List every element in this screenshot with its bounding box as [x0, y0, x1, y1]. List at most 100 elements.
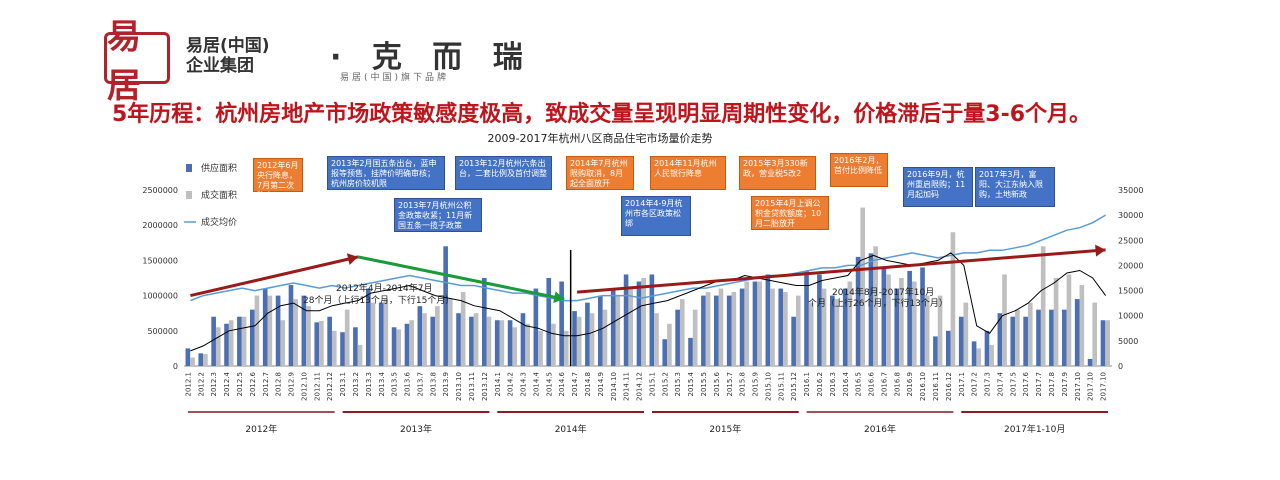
- bar-supply: [726, 295, 732, 366]
- bar-deal: [319, 320, 324, 366]
- x-tick-label: 2013.5: [391, 372, 399, 397]
- x-tick-label: 2014.12: [636, 372, 644, 401]
- bar-supply: [430, 316, 436, 366]
- bar-supply: [855, 256, 861, 366]
- bar-deal: [1079, 285, 1085, 366]
- x-tick-label: 2014.5: [545, 372, 553, 397]
- bar-deal: [1066, 274, 1072, 366]
- bar-supply: [1023, 316, 1028, 366]
- bar-supply: [688, 337, 693, 366]
- bar-deal: [576, 316, 582, 366]
- bar-supply: [533, 288, 539, 366]
- trend-arrow-line: [357, 255, 565, 301]
- x-tick-label: 2017.8: [1048, 372, 1056, 397]
- chart-lines: [190, 214, 1107, 366]
- bar-supply: [237, 316, 242, 366]
- bar-deal: [447, 299, 453, 366]
- bar-supply: [675, 309, 680, 366]
- x-tick-label: 2015.10: [764, 372, 772, 401]
- bar-deal: [499, 320, 505, 366]
- x-tick-label: 2012.5: [236, 372, 244, 397]
- chart-axes: 0 500000 1000000 1500000 2000000 2500000 0 5000…: [142, 186, 1143, 371]
- bar-deal: [989, 344, 994, 366]
- callout-2014-nov-rate-cut: 2014年11月杭州人民银行降息: [650, 156, 726, 190]
- bar-deal: [911, 281, 917, 366]
- x-tick-label: 2016.2: [816, 372, 824, 397]
- bar-deal: [344, 309, 350, 366]
- x-tick-label: 2016.8: [893, 372, 901, 397]
- bar-supply: [1074, 299, 1080, 366]
- bar-supply: [456, 313, 461, 366]
- x-tick-label: 2015.7: [726, 372, 734, 397]
- brand-line-2: 企业集团: [186, 56, 254, 76]
- annotation-period-2-detail: 个月（上行26个月，下行13个月）: [808, 297, 948, 309]
- bar-supply: [340, 332, 345, 366]
- bar-supply: [597, 295, 603, 366]
- bar-deal: [551, 323, 556, 366]
- bar-supply: [623, 274, 629, 366]
- y-tick-label: 500000: [147, 327, 178, 336]
- y2-tick-label: 20000: [1118, 261, 1143, 270]
- x-tick-label: 2017.10: [1100, 372, 1108, 401]
- trend-arrow-head: [346, 253, 358, 265]
- x-tick-label: 2014.1: [494, 372, 502, 397]
- annotation-period-1: 2012年4月-2014年7月: [336, 282, 433, 294]
- bar-deal: [422, 313, 427, 366]
- bar-supply: [198, 353, 204, 366]
- bar-supply: [778, 288, 784, 366]
- bar-supply: [314, 322, 320, 366]
- bar-deal: [873, 246, 878, 366]
- bar-supply: [649, 274, 655, 366]
- year-group-label: 2015年: [709, 423, 741, 435]
- callout-2015-apr-policy: 2015年4月上调公积金贷款额度；10月二胎放开: [751, 196, 829, 230]
- bar-supply: [1087, 358, 1093, 366]
- x-tick-label: 2016.12: [945, 372, 953, 401]
- bar-deal: [538, 330, 543, 366]
- bar-supply: [817, 274, 822, 366]
- callout-2013-dec-policy: 2013年12月杭州六条出台，二套比例及首付调整: [455, 156, 552, 190]
- y-tick-label: 2500000: [142, 186, 178, 195]
- line-avg-price-trend: [190, 252, 1107, 352]
- bar-deal: [215, 327, 221, 366]
- bar-deal: [563, 330, 569, 366]
- bar-deal: [370, 302, 376, 366]
- bar-deal: [1053, 278, 1059, 366]
- x-tick-label: 2017.6: [1022, 371, 1030, 396]
- callout-2014-jul-policy: 2014年7月杭州限购取消，8月起全面放开: [566, 156, 634, 190]
- bar-supply: [701, 295, 706, 366]
- bar-supply: [365, 288, 371, 366]
- x-tick-label: 2015.12: [790, 372, 798, 401]
- bar-supply: [984, 330, 990, 366]
- y-tick-label: 0: [173, 362, 178, 371]
- bar-deal: [692, 309, 698, 366]
- callout-2017-mar-policy: 2017年3月，富阳、大江东纳入限购，土地新政: [975, 167, 1055, 207]
- bar-deal: [190, 357, 195, 366]
- x-tick-label: 2014.2: [507, 372, 515, 397]
- bar-deal: [1002, 274, 1007, 366]
- bar-deal: [396, 329, 402, 366]
- x-tick-label: 2017.5: [1009, 372, 1017, 397]
- bar-supply: [804, 270, 809, 366]
- bar-supply: [1049, 309, 1054, 366]
- bar-supply: [842, 288, 848, 366]
- year-group-label: 2013年: [400, 423, 432, 435]
- x-tick-label: 2016.10: [919, 372, 927, 401]
- legend-label: 成交面积: [201, 189, 237, 201]
- x-tick-label: 2016.11: [932, 372, 940, 401]
- callout-2013-feb-policy: 2013年2月国五条出台，蓝申报等预售，挂牌价明确审核；杭州房价较机限: [327, 156, 445, 190]
- x-tick-label: 2015.4: [687, 371, 695, 396]
- callout-2016-sep-policy: 2016年9月，杭州重启限购；11月起加码: [903, 167, 973, 207]
- bar-supply: [443, 246, 448, 366]
- bar-deal: [834, 299, 840, 366]
- x-tick-label: 2015.9: [752, 372, 760, 397]
- x-tick-label: 2017.1: [958, 372, 966, 397]
- y2-tick-label: 25000: [1118, 236, 1143, 245]
- bar-deal: [654, 313, 659, 366]
- bar-supply: [739, 288, 745, 366]
- x-tick-label: 2013.8: [429, 372, 437, 397]
- x-tick-label: 2012.1: [184, 372, 192, 397]
- x-tick-label: 2013.6: [404, 371, 412, 396]
- bar-deal: [795, 295, 801, 366]
- x-tick-label: 2013.4: [378, 371, 386, 396]
- x-tick-label: 2015.8: [739, 372, 747, 397]
